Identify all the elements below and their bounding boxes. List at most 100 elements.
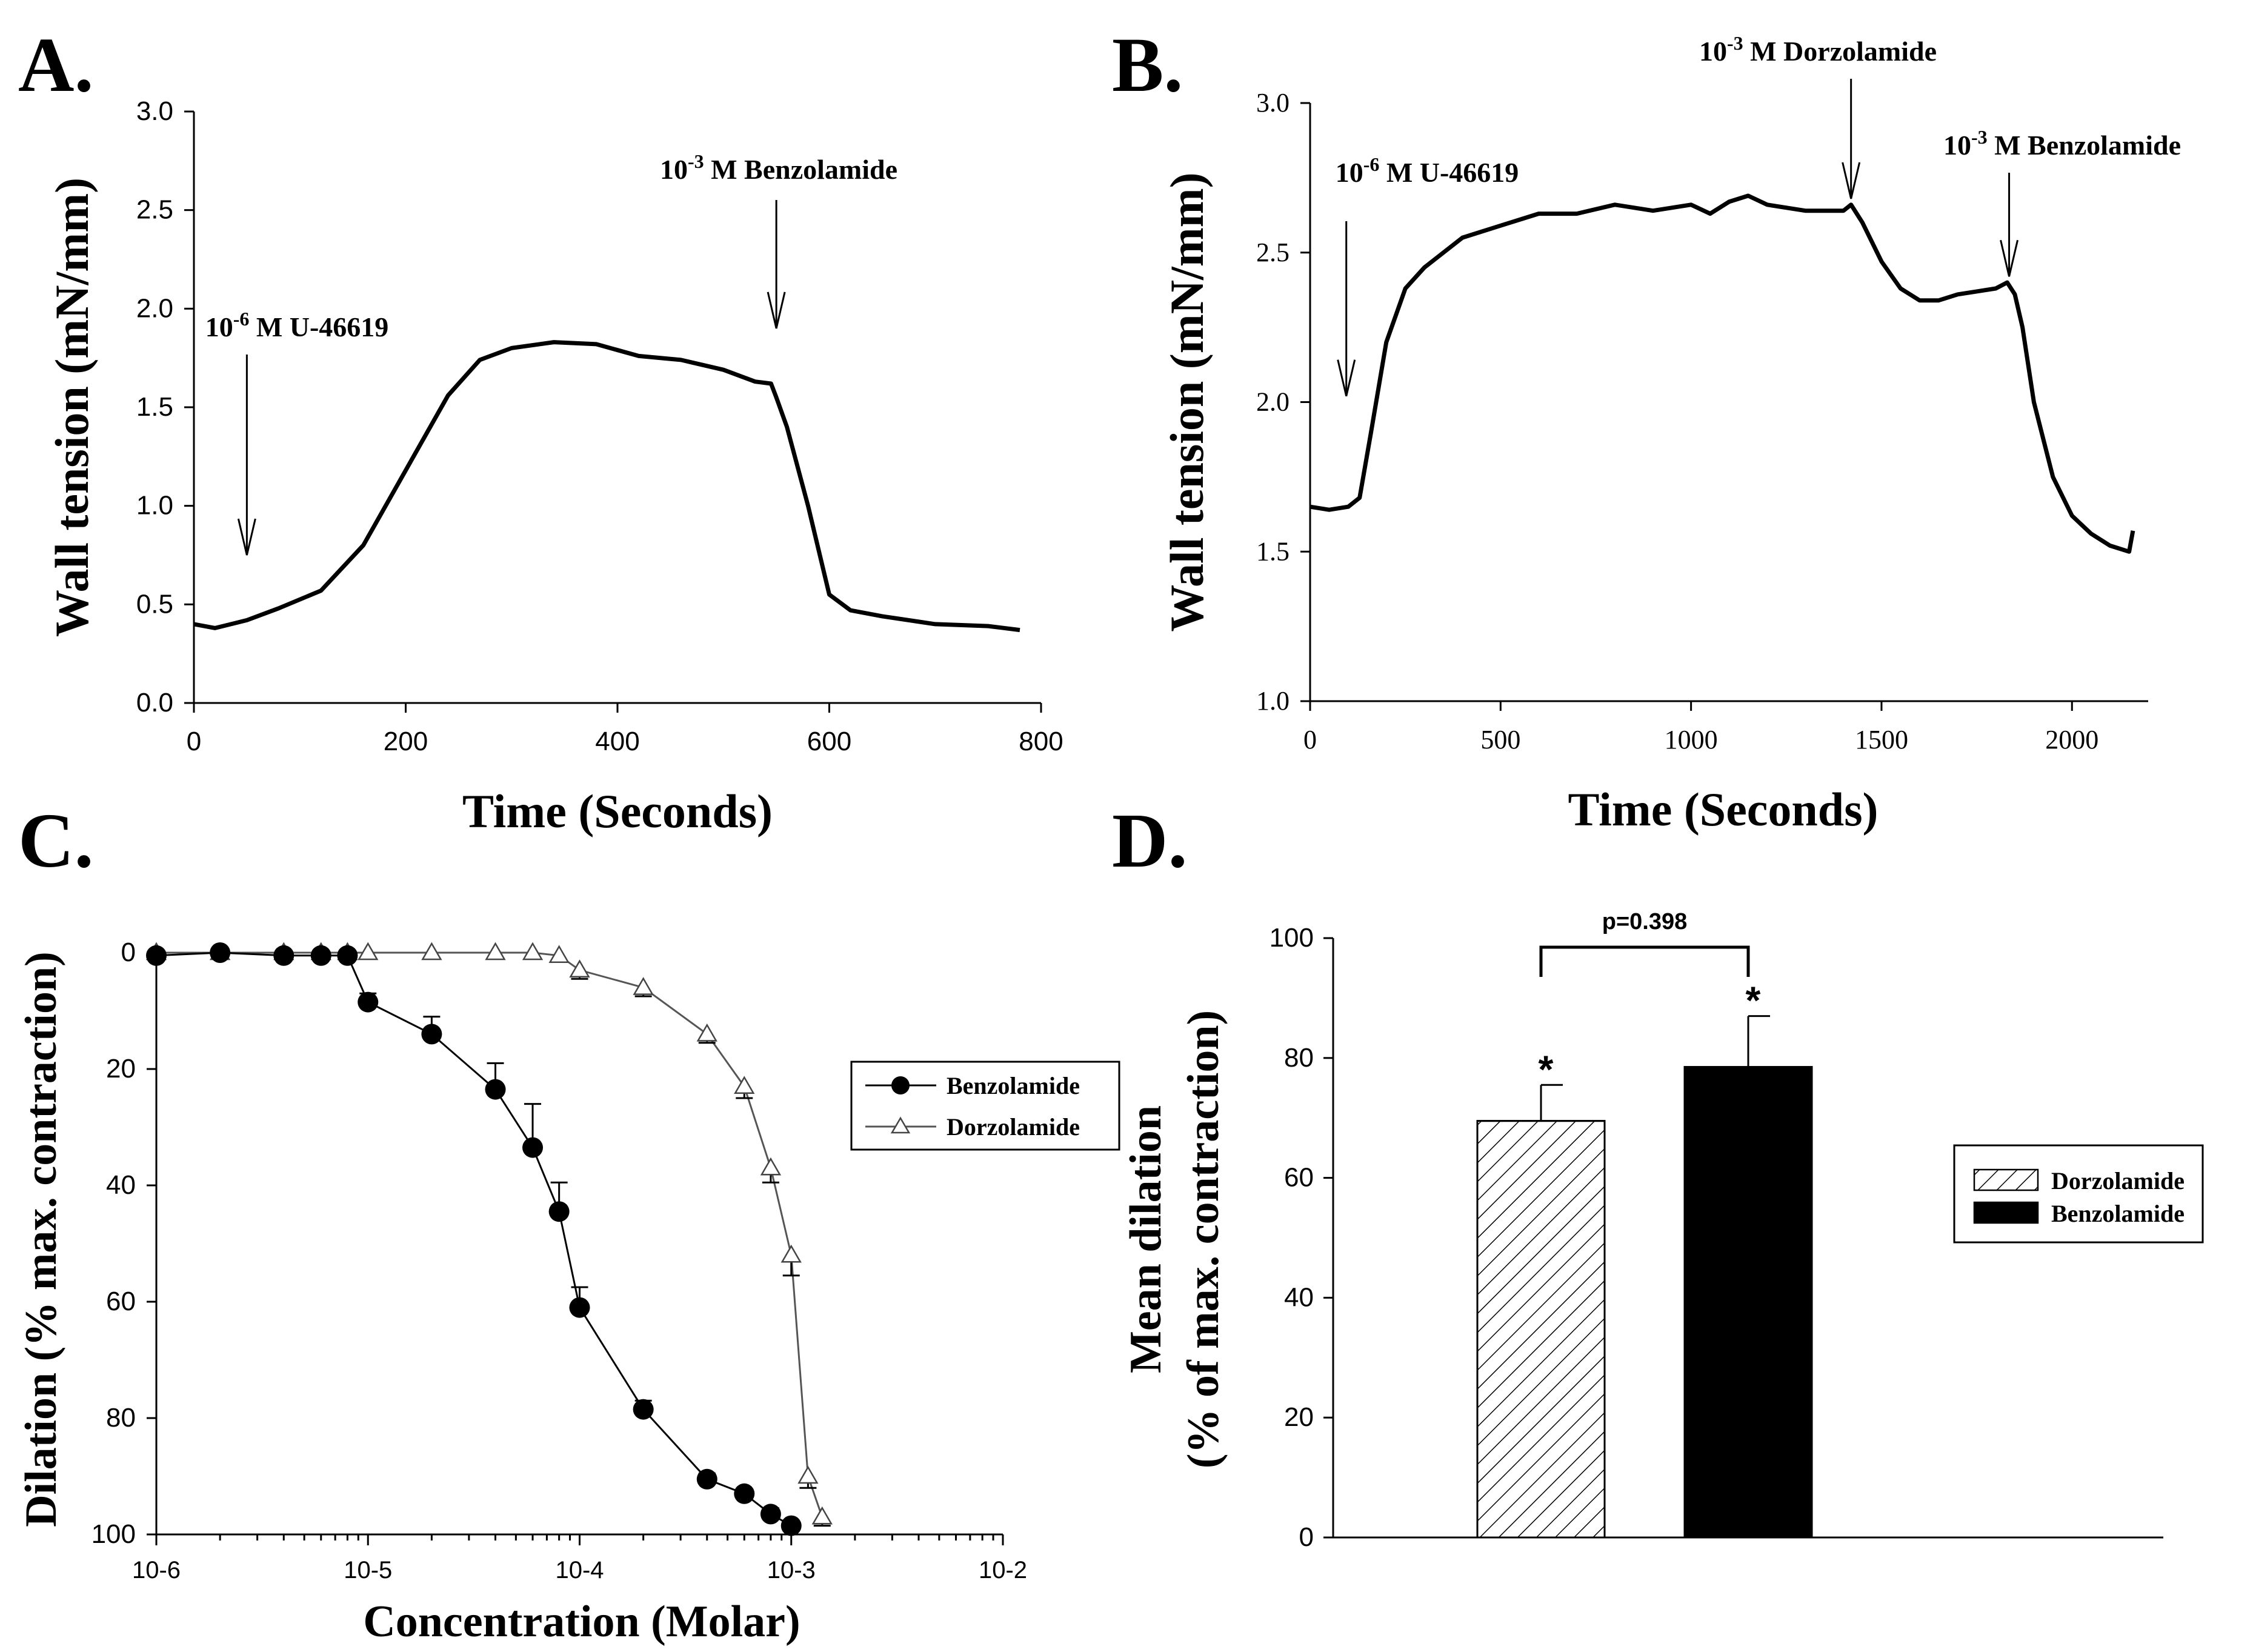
annotation-arrowhead bbox=[1842, 162, 1861, 199]
benzolamide-point bbox=[337, 945, 358, 966]
x-tick-label: 500 bbox=[1480, 725, 1520, 754]
dorzolamide-point bbox=[734, 1076, 755, 1094]
legend-marker-benzolamide bbox=[891, 1076, 910, 1094]
y-tick-label: 1.0 bbox=[136, 491, 173, 521]
y-tick-label: 3.0 bbox=[1256, 88, 1290, 118]
benzolamide-point bbox=[210, 942, 231, 963]
legend-marker-dorzolamide bbox=[890, 1116, 911, 1134]
chart-d: 0 20 40 60 80 100 Mean dilation (% of max. cont… bbox=[1121, 909, 2204, 1552]
benzolamide-point bbox=[548, 1201, 570, 1222]
x-tick-label: 10-3 bbox=[767, 1557, 816, 1584]
significance-marker: * bbox=[1746, 979, 1761, 1022]
x-tick-label: 1500 bbox=[1855, 725, 1908, 754]
dorzolamide-point bbox=[811, 1506, 833, 1525]
x-tick-label: 800 bbox=[1019, 727, 1063, 756]
dorzolamide-point bbox=[696, 1023, 717, 1042]
x-tick-label: 600 bbox=[807, 727, 851, 756]
y-tick-label: 60 bbox=[1284, 1163, 1314, 1193]
y-axis-title: Mean dilation bbox=[1121, 1105, 1171, 1373]
annotation-arrowhead bbox=[1337, 359, 1356, 396]
dorzolamide-point bbox=[358, 942, 379, 961]
panel-label-a: A. bbox=[18, 22, 93, 108]
bar-benzolamide bbox=[1683, 1066, 1813, 1539]
legend-box bbox=[1953, 1144, 2204, 1244]
benzolamide-point bbox=[760, 1504, 781, 1525]
annotation-arrowhead bbox=[237, 518, 256, 556]
dorzolamide-point bbox=[548, 945, 570, 964]
y-tick-label: 40 bbox=[1284, 1282, 1314, 1312]
y-tick-label: 1.5 bbox=[136, 392, 173, 422]
y-tick-label: 20 bbox=[106, 1054, 136, 1084]
legend-swatch-dorzolamide bbox=[1973, 1168, 2039, 1191]
annotation-label: 10-3 M Benzolamide bbox=[660, 150, 897, 185]
x-tick-label: 10-4 bbox=[555, 1557, 604, 1584]
dorzolamide-point bbox=[421, 942, 442, 961]
dorzolamide-point bbox=[569, 959, 590, 978]
y-tick-label: 0.5 bbox=[136, 589, 173, 619]
annotation-label: 10-6 M U-46619 bbox=[205, 308, 389, 342]
panel-label-d: D. bbox=[1112, 798, 1187, 884]
x-tick-label: 2000 bbox=[2045, 725, 2098, 754]
annotation-arrowhead bbox=[2000, 239, 2019, 277]
x-tick-label: 10-6 bbox=[132, 1557, 181, 1584]
dorzolamide-point bbox=[780, 1244, 802, 1263]
data-trace bbox=[193, 340, 1020, 633]
y-tick-label: 2.5 bbox=[136, 195, 173, 225]
p-value-label: p=0.398 bbox=[1602, 909, 1688, 934]
y-tick-label: 2.0 bbox=[136, 293, 173, 323]
dorzolamide-line bbox=[156, 951, 824, 1517]
annotation-label: 10-3 M Benzolamide bbox=[1943, 126, 2181, 161]
x-tick-label: 10-2 bbox=[979, 1557, 1027, 1584]
annotation-arrowhead bbox=[767, 291, 786, 329]
legend-box bbox=[850, 1061, 1120, 1151]
y-axis-title-2: (% of max. contraction) bbox=[1179, 1010, 1228, 1468]
chart-c: 0 20 40 60 80 100 10-6 10-5 10-4 10-3 10-2 Concentr… bbox=[16, 938, 1120, 1647]
x-tick-label: 0 bbox=[1303, 725, 1317, 754]
chart-a: 0.0 0.5 1.0 1.5 2.0 2.5 3.0 0 200 400 600 800 Time (… bbox=[45, 96, 1063, 838]
benzolamide-point bbox=[421, 1024, 442, 1045]
dorzolamide-point bbox=[485, 942, 506, 961]
y-tick-label: 2.0 bbox=[1256, 387, 1290, 417]
x-axis-title: Concentration (Molar) bbox=[363, 1597, 800, 1647]
benzolamide-point bbox=[522, 1137, 544, 1158]
annotation-label: 10-6 M U-46619 bbox=[1336, 153, 1519, 188]
bar-dorzolamide bbox=[1476, 1120, 1606, 1539]
data-trace bbox=[1310, 193, 2135, 554]
y-axis-title: Dilation (% max. contraction) bbox=[16, 951, 66, 1527]
dorzolamide-point bbox=[797, 1465, 819, 1484]
benzolamide-point bbox=[569, 1297, 590, 1318]
benzolamide-point bbox=[273, 945, 295, 966]
y-tick-label: 0 bbox=[1299, 1522, 1314, 1552]
chart-b: 1.0 1.5 2.0 2.5 3.0 0 500 1000 1500 2000 Time (Sec… bbox=[1160, 32, 2181, 836]
significance-bracket bbox=[1539, 945, 1750, 977]
benzolamide-point bbox=[633, 1399, 654, 1420]
y-axis-title: Wall tension (mN/mm) bbox=[45, 178, 98, 637]
y-axis-title: Wall tension (mN/mm) bbox=[1160, 172, 1213, 631]
benzolamide-point bbox=[485, 1079, 506, 1100]
y-tick-label: 20 bbox=[1284, 1402, 1314, 1432]
dorzolamide-point bbox=[522, 942, 544, 961]
panel-label-c: C. bbox=[18, 798, 93, 884]
benzolamide-point bbox=[358, 991, 379, 1013]
panel-label-b: B. bbox=[1112, 22, 1183, 108]
dorzolamide-point bbox=[760, 1157, 782, 1176]
y-tick-label: 1.5 bbox=[1256, 536, 1290, 566]
legend-label-benzolamide: Benzolamide bbox=[947, 1072, 1080, 1099]
y-tick-label: 2.5 bbox=[1256, 238, 1290, 267]
benzolamide-point bbox=[146, 945, 167, 966]
benzolamide-line bbox=[156, 951, 792, 1527]
y-tick-label: 40 bbox=[106, 1170, 136, 1200]
x-tick-label: 200 bbox=[384, 727, 428, 756]
y-tick-label: 60 bbox=[106, 1287, 136, 1316]
legend-label-benzolamide: Benzolamide bbox=[2051, 1200, 2185, 1227]
dorzolamide-point bbox=[633, 977, 654, 995]
y-tick-label: 0.0 bbox=[136, 688, 173, 718]
y-tick-label: 1.0 bbox=[1256, 686, 1290, 716]
y-tick-label: 100 bbox=[1270, 923, 1314, 953]
benzolamide-point bbox=[310, 945, 331, 966]
legend-label-dorzolamide: Dorzolamide bbox=[2051, 1167, 2185, 1194]
benzolamide-point bbox=[734, 1483, 755, 1504]
legend-label-dorzolamide: Dorzolamide bbox=[947, 1113, 1080, 1141]
x-tick-label: 10-5 bbox=[344, 1557, 392, 1584]
